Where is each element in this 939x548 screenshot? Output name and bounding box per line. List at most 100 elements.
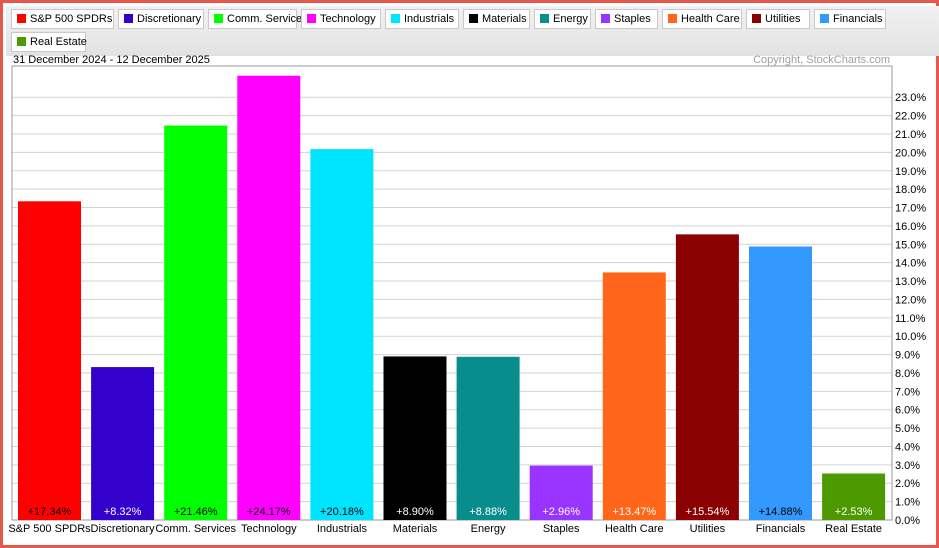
legend-label: Materials (482, 13, 527, 25)
bar-value-label: +15.54% (686, 506, 730, 518)
legend-swatch (820, 14, 829, 23)
legend-item-real-estate: Real Estate (11, 32, 87, 52)
y-tick-label: 12.0% (895, 294, 926, 306)
bar-value-label: +8.32% (104, 506, 142, 518)
bar-10 (675, 234, 739, 520)
y-tick-label: 1.0% (895, 497, 920, 509)
legend-label: Comm. Services (227, 13, 308, 25)
legend-swatch (307, 14, 316, 23)
x-tick-label: Health Care (605, 523, 664, 535)
bar-value-label: +8.90% (396, 506, 434, 518)
bar-value-label: +2.96% (542, 506, 580, 518)
legend-item-discretionary: Discretionary (118, 9, 204, 29)
x-tick-label: Financials (756, 523, 806, 535)
bar-value-label: +14.88% (759, 506, 803, 518)
x-tick-label: Industrials (317, 523, 368, 535)
y-tick-label: 14.0% (895, 258, 926, 270)
legend-swatch (17, 37, 26, 46)
y-tick-label: 10.0% (895, 331, 926, 343)
y-tick-label: 16.0% (895, 221, 926, 233)
legend-label: Real Estate (30, 36, 87, 48)
date-range: 31 December 2024 - 12 December 2025 (13, 54, 210, 66)
y-tick-label: 15.0% (895, 239, 926, 251)
bar-7 (456, 356, 520, 520)
x-tick-label: Comm. Services (155, 523, 236, 535)
bar-value-label: +17.34% (28, 506, 72, 518)
y-tick-label: 6.0% (895, 405, 920, 417)
x-tick-label: Real Estate (825, 523, 882, 535)
y-tick-label: 7.0% (895, 386, 920, 398)
legend-label: Energy (553, 13, 588, 25)
legend-item-financials: Financials (814, 9, 886, 29)
bar-1 (18, 201, 81, 520)
bar-value-label: +13.47% (612, 506, 656, 518)
x-tick-label: Staples (543, 523, 580, 535)
legend-swatch (17, 14, 26, 23)
y-tick-label: 17.0% (895, 203, 926, 215)
x-tick-label: Utilities (690, 523, 726, 535)
y-tick-label: 0.0% (895, 515, 920, 527)
legend-swatch (214, 14, 223, 23)
bar-9 (602, 272, 666, 520)
bar-value-label: +2.53% (835, 506, 873, 518)
x-tick-label: S&P 500 SPDRs (8, 523, 91, 535)
y-tick-label: 18.0% (895, 184, 926, 196)
legend-item-energy: Energy (534, 9, 591, 29)
legend-item-staples: Staples (595, 9, 658, 29)
legend-swatch (668, 14, 677, 23)
legend-swatch (469, 14, 478, 23)
legend-item-s-p-500-spdrs: S&P 500 SPDRs (11, 9, 114, 29)
x-tick-label: Technology (241, 523, 297, 535)
y-tick-label: 23.0% (895, 92, 926, 104)
bar-value-label: +21.46% (174, 506, 218, 518)
plot-area (12, 66, 892, 520)
legend-label: Financials (833, 13, 883, 25)
bar-3 (164, 125, 228, 520)
y-tick-label: 3.0% (895, 460, 920, 472)
y-tick-label: 2.0% (895, 478, 920, 490)
y-tick-label: 19.0% (895, 166, 926, 178)
y-tick-label: 22.0% (895, 111, 926, 123)
legend-item-comm-services: Comm. Services (208, 9, 308, 29)
y-tick-label: 4.0% (895, 441, 920, 453)
bar-12 (822, 473, 886, 520)
legend-label: Technology (320, 13, 376, 25)
plot-border (11, 65, 893, 521)
bar-value-label: +8.88% (469, 506, 507, 518)
bar-11 (749, 246, 812, 520)
bar-value-label: +20.18% (320, 506, 364, 518)
legend-item-utilities: Utilities (746, 9, 810, 29)
legend-swatch (540, 14, 549, 23)
legend-label: Utilities (765, 13, 801, 25)
y-tick-label: 11.0% (895, 313, 926, 325)
copyright: Copyright, StockCharts.com (753, 54, 890, 66)
y-tick-label: 8.0% (895, 368, 920, 380)
legend-item-technology: Technology (301, 9, 381, 29)
bar-2 (91, 367, 155, 520)
x-tick-label: Discretionary (91, 523, 156, 535)
bar-5 (310, 149, 374, 521)
legend-item-industrials: Industrials (385, 9, 459, 29)
legend-swatch (752, 14, 761, 23)
legend-label: Discretionary (137, 13, 202, 25)
legend-swatch (124, 14, 133, 23)
y-tick-label: 13.0% (895, 276, 926, 288)
bar-6 (383, 356, 447, 520)
legend: S&P 500 SPDRs Discretionary Comm. Services… (6, 6, 939, 56)
y-tick-label: 9.0% (895, 350, 920, 362)
legend-item-materials: Materials (463, 9, 530, 29)
bar-value-label: +24.17% (247, 506, 291, 518)
legend-swatch (601, 14, 610, 23)
legend-label: S&P 500 SPDRs (30, 13, 113, 25)
y-tick-label: 5.0% (895, 423, 920, 435)
y-tick-label: 21.0% (895, 129, 926, 141)
x-tick-label: Materials (393, 523, 438, 535)
y-tick-label: 20.0% (895, 147, 926, 159)
bar-8 (529, 465, 593, 520)
x-tick-label: Energy (471, 523, 506, 535)
legend-item-health-care: Health Care (662, 9, 742, 29)
legend-label: Industrials (404, 13, 455, 25)
legend-label: Health Care (681, 13, 740, 25)
legend-label: Staples (614, 13, 651, 25)
